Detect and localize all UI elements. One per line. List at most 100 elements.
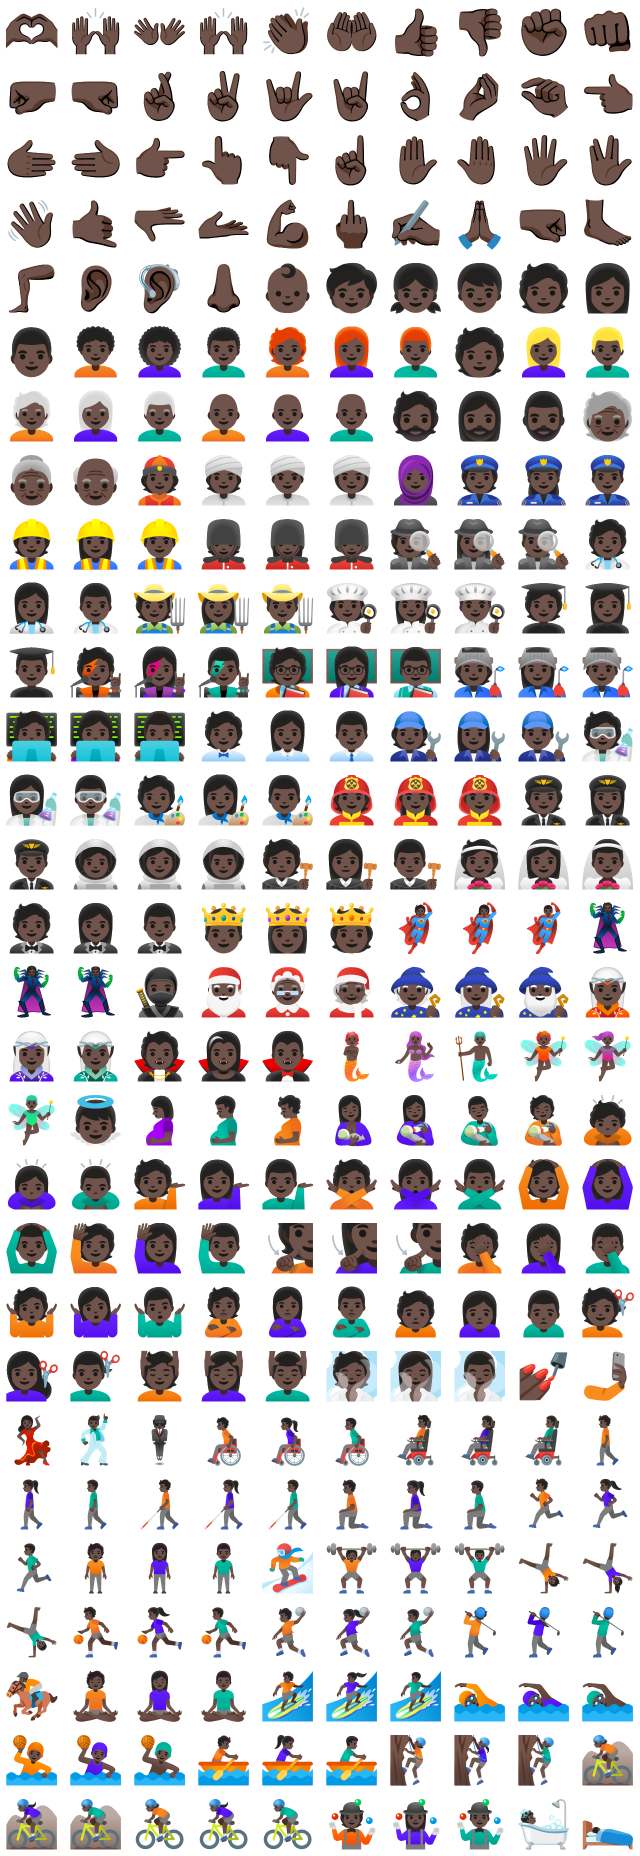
emoji-tile: 🦸🏿 [387, 901, 445, 955]
emoji-tile: ✊🏿 [515, 5, 573, 59]
emoji-tile: 💂🏿 [195, 517, 253, 571]
emoji-tile: 👈🏿 [579, 69, 637, 123]
emoji-tile: 🙆🏿 [515, 1157, 573, 1211]
emoji-tile: 👩🏿‍🦽 [259, 1413, 317, 1467]
emoji-tile: 🤽🏿‍♂️ [131, 1733, 189, 1787]
emoji-tile: 🧗🏿 [387, 1733, 445, 1787]
emoji-tile: 🕵🏿 [387, 517, 445, 571]
emoji-tile: 🕺🏿 [67, 1413, 125, 1467]
emoji-tile: 🚵🏿‍♀️ [3, 1797, 61, 1851]
emoji-tile: ✌🏿 [195, 69, 253, 123]
emoji-tile: 🤹🏿‍♀️ [387, 1797, 445, 1851]
emoji-tile: 👷🏿 [3, 517, 61, 571]
emoji-tile: 💂🏿‍♂️ [323, 517, 381, 571]
emoji-tile: 🧑🏿‍🦱 [67, 325, 125, 379]
emoji-tile: 🧛🏿‍♀️ [195, 1029, 253, 1083]
emoji-tile: 👨🏿‍🦼 [515, 1413, 573, 1467]
emoji-tile: 👨🏿‍🍼 [451, 1093, 509, 1147]
emoji-tile: 🫴🏿 [195, 197, 253, 251]
emoji-tile: 👩🏿‍🎨 [195, 773, 253, 827]
emoji-tile: 🙆🏿‍♀️ [579, 1157, 637, 1211]
emoji-tile: 👱🏿‍♂️ [579, 325, 637, 379]
emoji-tile: 🙍🏿‍♀️ [451, 1285, 509, 1339]
emoji-tile: 🏇🏿 [3, 1669, 61, 1723]
emoji-tile: 🧍🏿‍♀️ [131, 1541, 189, 1595]
emoji-tile: 🙅🏿‍♀️ [387, 1157, 445, 1211]
emoji-tile: 🏄🏿‍♂️ [387, 1669, 445, 1723]
emoji-tile: 🙇🏿‍♂️ [67, 1157, 125, 1211]
emoji-tile: 👩🏿‍🦲 [259, 389, 317, 443]
emoji-tile: 👶🏿 [259, 261, 317, 315]
emoji-tile: 🧔🏿 [387, 389, 445, 443]
emoji-tile: 👎🏿 [451, 5, 509, 59]
emoji-tile: 🧓🏿 [579, 389, 637, 443]
emoji-tile: 👩🏿‍✈️ [579, 773, 637, 827]
emoji-tile: 🧑🏿‍🍳 [323, 581, 381, 635]
emoji-tile: 🧑🏿‍🦽 [195, 1413, 253, 1467]
emoji-tile: 🚴🏿 [131, 1797, 189, 1851]
emoji-tile: 🧎🏿 [323, 1477, 381, 1531]
emoji-tile: 🤌🏿 [451, 69, 509, 123]
emoji-tile: 🙅🏿‍♂️ [451, 1157, 509, 1211]
emoji-tile: 👴🏿 [67, 453, 125, 507]
emoji-tile: 🙎🏿‍♂️ [323, 1285, 381, 1339]
emoji-tile: 🏃🏿‍♂️ [3, 1541, 61, 1595]
emoji-tile: 💁🏿‍♂️ [259, 1157, 317, 1211]
emoji-tile: 👂🏿 [67, 261, 125, 315]
emoji-tile: 🚶🏿 [579, 1413, 637, 1467]
emoji-tile: 👩🏿‍💻 [67, 709, 125, 763]
emoji-tile: ⛹🏿‍♀️ [131, 1605, 189, 1659]
emoji-tile: 👨🏿‍🦽 [323, 1413, 381, 1467]
emoji-tile: 🧚🏿 [515, 1029, 573, 1083]
emoji-tile: 🧖🏿‍♂️ [451, 1349, 509, 1403]
emoji-tile: 🤜🏿 [515, 197, 573, 251]
emoji-tile: 🧑🏿‍🦯 [131, 1477, 189, 1531]
emoji-tile: 🧑🏿‍🔬 [579, 709, 637, 763]
emoji-tile: 👩🏿‍🦯 [195, 1477, 253, 1531]
emoji-tile: 🫄🏿 [259, 1093, 317, 1147]
emoji-tile: 👧🏿 [387, 261, 445, 315]
emoji-tile: 👋🏿 [3, 197, 61, 251]
emoji-tile: 👨🏿‍🚒 [451, 773, 509, 827]
emoji-tile: 🦸🏿‍♂️ [515, 901, 573, 955]
emoji-tile: 🧗🏿‍♀️ [451, 1733, 509, 1787]
emoji-tile: 💃🏿 [3, 1413, 61, 1467]
emoji-tile: 👆🏿 [195, 133, 253, 187]
emoji-tile: 🙌🏿 [67, 5, 125, 59]
emoji-tile: 👩🏿 [579, 261, 637, 315]
emoji-tile: 👨🏿‍🏭 [579, 645, 637, 699]
emoji-tile: 👸🏿 [259, 901, 317, 955]
emoji-tile: 🧘🏿 [67, 1669, 125, 1723]
emoji-tile: 👨🏿‍⚕️ [67, 581, 125, 635]
emoji-tile: 💁🏿‍♀️ [195, 1157, 253, 1211]
emoji-tile: 🧘🏿‍♂️ [195, 1669, 253, 1723]
emoji-tile: 👉🏿 [131, 133, 189, 187]
emoji-tile: 🙆🏿‍♂️ [3, 1221, 61, 1275]
emoji-tile: 👍🏿 [387, 5, 445, 59]
emoji-tile: 🤲🏿 [323, 5, 381, 59]
emoji-tile: 🫳🏿 [131, 197, 189, 251]
emoji-tile: 🤾🏿‍♂️ [387, 1605, 445, 1659]
emoji-tile: 💂🏿‍♀️ [259, 517, 317, 571]
emoji-tile: 🤹🏿 [323, 1797, 381, 1851]
emoji-tile: 🙏🏿 [451, 197, 509, 251]
emoji-tile: 🧜🏿 [323, 1029, 381, 1083]
emoji-tile: 🤘🏿 [323, 69, 381, 123]
emoji-tile: 🧛🏿‍♂️ [259, 1029, 317, 1083]
emoji-tile: 🤦🏿 [451, 1221, 509, 1275]
emoji-tile: 🦹🏿‍♂️ [67, 965, 125, 1019]
emoji-tile: 🖖🏿 [579, 133, 637, 187]
emoji-tile: 👩🏿‍🌾 [195, 581, 253, 635]
emoji-tile: 🤦🏿‍♀️ [515, 1221, 573, 1275]
emoji-tile: 🧑🏿‍💼 [195, 709, 253, 763]
emoji-tile: 🎅🏿 [195, 965, 253, 1019]
emoji-tile: 🤟🏿 [259, 69, 317, 123]
emoji-tile: 💅🏿 [515, 1349, 573, 1403]
emoji-tile: 💆🏿‍♂️ [259, 1349, 317, 1403]
emoji-tile: ✍🏿 [387, 197, 445, 251]
emoji-tile: 👮🏿 [451, 453, 509, 507]
emoji-tile: 🧑🏿‍🔧 [387, 709, 445, 763]
emoji-tile: 👌🏿 [387, 69, 445, 123]
emoji-tile: 👮🏿‍♀️ [515, 453, 573, 507]
